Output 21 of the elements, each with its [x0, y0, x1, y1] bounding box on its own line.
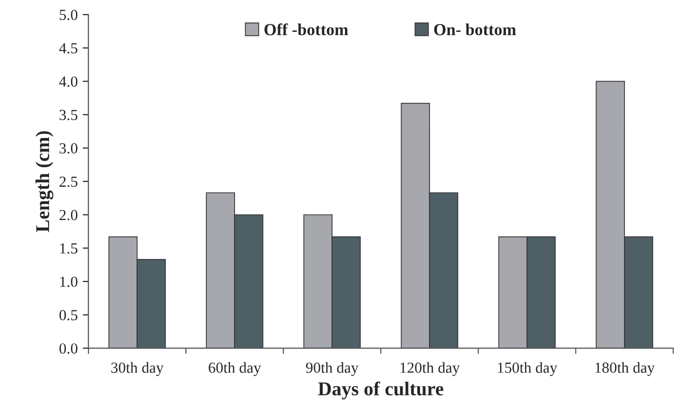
x-tick-label: 90th day: [306, 362, 359, 376]
y-axis-title: Length (cm): [36, 131, 54, 232]
y-tick-label: 0.5: [59, 310, 78, 320]
x-tick-label: 30th day: [111, 362, 164, 376]
y-tick-label: 4.5: [59, 43, 78, 54]
x-tick-label: 60th day: [208, 362, 262, 376]
y-tick-label: 1.5: [60, 243, 78, 254]
y-tick-label: 3.5: [60, 110, 78, 120]
legend-label: Off -bottom: [264, 23, 348, 36]
x-tick-label: 180th day: [595, 362, 655, 376]
y-tick-label: 2.5: [60, 176, 78, 187]
x-axis-title: Days of culture: [318, 382, 444, 400]
y-tick-label: 2.0: [60, 210, 78, 220]
y-tick-label: 0.0: [59, 343, 78, 354]
legend-label: On- bottom: [434, 24, 516, 36]
y-tick-label: 5.0: [60, 10, 78, 20]
y-tick-label: 1.0: [60, 276, 78, 287]
x-tick-label: 120th day: [400, 362, 460, 376]
y-tick-label: 4.0: [59, 76, 78, 87]
x-tick-label: 150th day: [498, 362, 558, 376]
y-tick-label: 3.0: [60, 143, 78, 154]
